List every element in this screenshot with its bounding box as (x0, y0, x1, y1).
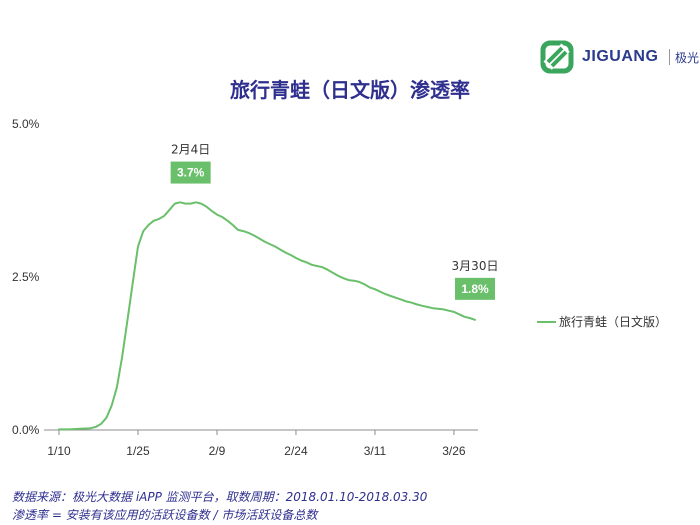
x-tick-label: 2/9 (209, 444, 226, 458)
x-tick-label: 2/24 (284, 444, 308, 458)
end-date-label: 3月30日 (452, 259, 499, 273)
logo-text: JIGUANG (582, 48, 659, 65)
logo-divider (669, 49, 670, 65)
end-value-label: 1.8% (461, 282, 489, 296)
x-tick-label: 3/11 (364, 444, 387, 458)
series-line (58, 201, 476, 431)
footnote-definition: 渗透率 = 安装有该应用的活跃设备数 / 市场活跃设备总数 (12, 508, 318, 522)
end-value-badge (455, 277, 495, 300)
chart-title: 旅行青蛙（日文版）渗透率 (230, 78, 470, 102)
x-tick-label: 1/10 (47, 444, 71, 458)
legend-label: 旅行青蛙（日文版） (559, 314, 667, 329)
peak-date-label: 2月4日 (171, 143, 210, 157)
logo-cn-text: 极光 (675, 51, 700, 65)
y-tick-label: 0.0% (12, 423, 40, 437)
peak-value-badge (170, 161, 211, 184)
peak-value-label: 3.7% (177, 166, 205, 180)
x-tick-label: 1/25 (126, 444, 150, 458)
y-tick-label: 2.5% (12, 270, 40, 284)
y-tick-label: 5.0% (12, 117, 40, 131)
jiguang-logo-icon (540, 40, 574, 74)
x-tick-label: 3/26 (442, 444, 466, 458)
footnote-source: 数据来源：极光大数据 iAPP 监测平台，取数周期：2018.01.10-201… (12, 490, 428, 504)
